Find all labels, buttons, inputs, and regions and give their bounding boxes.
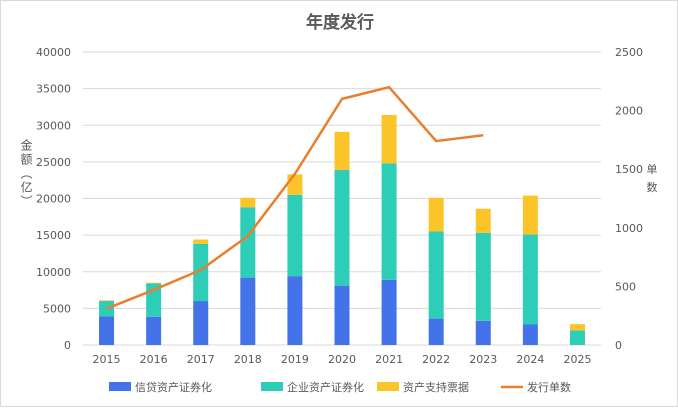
- bar-2022: [429, 231, 444, 318]
- bar-2020: [335, 132, 350, 170]
- bar-2019: [287, 195, 302, 276]
- bar-2018: [240, 207, 255, 277]
- bar-2023: [476, 233, 491, 321]
- y2-tick-label: 500: [615, 280, 636, 293]
- bar-2019: [287, 174, 302, 195]
- bar-2019: [287, 276, 302, 345]
- x-tick-label: 2024: [516, 353, 544, 366]
- bar-2021: [382, 115, 397, 163]
- bar-2023: [476, 321, 491, 345]
- bar-2017: [193, 301, 208, 345]
- bar-2022: [429, 198, 444, 232]
- bar-2025: [570, 330, 585, 345]
- bar-2020: [335, 286, 350, 345]
- legend-label: 发行单数: [527, 380, 571, 394]
- x-tick-label: 2019: [281, 353, 309, 366]
- x-tick-label: 2023: [469, 353, 497, 366]
- legend-item: 信贷资产证券化: [109, 380, 212, 394]
- legend-item: 发行单数: [501, 380, 571, 394]
- bar-2024: [523, 234, 538, 324]
- bar-2025: [570, 324, 585, 330]
- bar-2021: [382, 163, 397, 279]
- bar-2016: [146, 283, 161, 284]
- y-axis-label: 金额（亿）: [18, 139, 34, 209]
- legend-label: 资产支持票据: [403, 380, 469, 394]
- x-tick-label: 2020: [328, 353, 356, 366]
- y2-axis-label: 单数: [647, 163, 658, 194]
- y-tick-label: 25000: [36, 156, 71, 169]
- x-tick-label: 2017: [187, 353, 215, 366]
- y2-tick-label: 0: [615, 339, 622, 352]
- legend-item: 企业资产证券化: [261, 380, 364, 394]
- x-tick-label: 2016: [140, 353, 168, 366]
- y2-tick-label: 1500: [615, 163, 643, 176]
- y-tick-label: 20000: [36, 193, 71, 206]
- bar-2015: [99, 316, 114, 345]
- bar-2016: [146, 317, 161, 345]
- legend-item: 资产支持票据: [377, 380, 469, 394]
- bar-2018: [240, 278, 255, 345]
- chart-title: 年度发行: [306, 12, 374, 33]
- x-tick-label: 2021: [375, 353, 403, 366]
- y2-tick-label: 2500: [615, 46, 643, 59]
- bar-2015: [99, 300, 114, 301]
- bar-2024: [523, 196, 538, 235]
- bar-2024: [523, 324, 538, 345]
- bar-2023: [476, 209, 491, 233]
- y-tick-label: 10000: [36, 266, 71, 279]
- x-tick-label: 2018: [234, 353, 262, 366]
- legend-swatch: [377, 382, 399, 391]
- y2-tick-label: 2000: [615, 105, 643, 118]
- y2-tick-label: 1000: [615, 222, 643, 235]
- legend-swatch: [109, 382, 131, 391]
- legend-label: 信贷资产证券化: [135, 380, 212, 394]
- bar-2020: [335, 170, 350, 286]
- x-tick-label: 2015: [93, 353, 121, 366]
- y-tick-label: 30000: [36, 119, 71, 132]
- bar-2022: [429, 319, 444, 345]
- x-tick-label: 2022: [422, 353, 450, 366]
- bar-2021: [382, 280, 397, 345]
- legend-label: 企业资产证券化: [287, 380, 364, 394]
- y-tick-label: 15000: [36, 229, 71, 242]
- y-tick-label: 40000: [36, 46, 71, 59]
- y-tick-label: 0: [64, 339, 71, 352]
- y-tick-label: 35000: [36, 83, 71, 96]
- y-tick-label: 5000: [43, 302, 71, 315]
- bar-2018: [240, 198, 255, 208]
- x-tick-label: 2025: [563, 353, 591, 366]
- bar-2017: [193, 240, 208, 244]
- legend-swatch: [261, 382, 283, 391]
